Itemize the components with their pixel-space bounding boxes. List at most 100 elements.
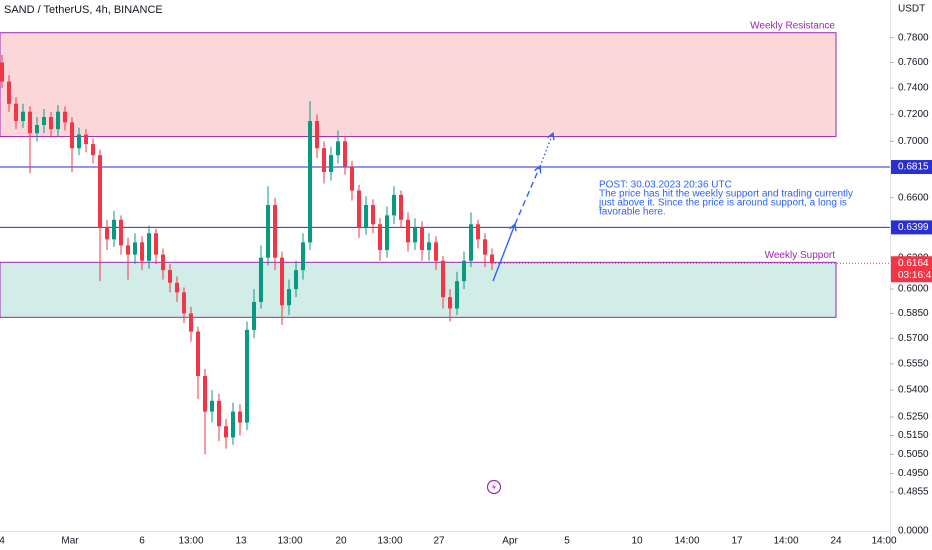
x-tick-label: Mar	[61, 536, 79, 547]
candle-body	[322, 148, 326, 172]
x-tick-label: 27	[433, 536, 445, 547]
candle-body	[161, 254, 165, 271]
candle-body	[294, 270, 298, 290]
zone	[0, 32, 837, 138]
candle-body	[98, 155, 102, 228]
x-tick-label: 14:00	[674, 536, 699, 547]
candle-body	[21, 111, 25, 122]
candle-body	[35, 125, 39, 134]
candle-body	[175, 282, 179, 293]
candle-body	[217, 400, 221, 427]
candle-body	[350, 166, 354, 191]
candle-body	[308, 121, 312, 243]
candle-body	[224, 426, 228, 438]
candle-body	[462, 260, 466, 282]
level-label: 0.6815	[898, 162, 929, 173]
candle-body	[455, 281, 459, 309]
x-tick-label: 6	[139, 536, 145, 547]
x-tick-label: Apr	[502, 536, 518, 547]
y-tick-label: 0.5250	[898, 412, 929, 423]
candle-body	[266, 205, 270, 258]
projection-segment	[514, 166, 541, 225]
y-bottom-label: 0.0000	[898, 526, 929, 537]
y-tick-label: 0.7400	[898, 83, 929, 94]
candle-body	[441, 260, 445, 298]
candle-body	[329, 155, 333, 172]
candle-body	[126, 245, 130, 255]
zone-label: Weekly Resistance	[750, 20, 835, 31]
alert-icon[interactable]	[486, 479, 502, 495]
x-tick-label: 13	[235, 536, 247, 547]
candle-body	[168, 270, 172, 283]
candle-body	[189, 313, 193, 332]
candle-body	[14, 103, 18, 122]
candle-body	[252, 301, 256, 330]
chart-title: SAND / TetherUS, 4h, BINANCE	[4, 4, 163, 16]
y-tick-label: 0.7600	[898, 57, 929, 68]
current-price-label: 0.6164	[898, 258, 929, 269]
candle-body	[406, 219, 410, 243]
candle-body	[371, 205, 375, 225]
candle-body	[91, 144, 95, 156]
y-tick-label: 0.5050	[898, 449, 929, 460]
candle-body	[112, 219, 116, 240]
candle-body	[70, 122, 74, 149]
candle-body	[133, 242, 137, 255]
annotation-line: favorable here.	[599, 207, 666, 218]
candle-body	[147, 233, 151, 261]
candle-body	[210, 400, 214, 412]
y-tick-label: 0.6000	[898, 284, 929, 295]
candle-body	[238, 411, 242, 423]
candle-body	[343, 141, 347, 167]
candle-body	[315, 121, 319, 149]
candle-body	[231, 411, 235, 438]
candle-body	[77, 134, 81, 149]
level-label-box	[891, 220, 932, 235]
candle-body	[273, 205, 277, 258]
y-tick-label: 0.4950	[898, 468, 929, 479]
countdown-label: 03:16:45	[898, 270, 932, 281]
y-tick-label: 0.7000	[898, 136, 929, 147]
x-tick-label: 24	[830, 536, 842, 547]
candle-body	[434, 242, 438, 261]
candle-body	[490, 254, 494, 264]
candle-body	[7, 81, 11, 104]
y-tick-label: 0.5400	[898, 385, 929, 396]
candle-body	[84, 134, 88, 145]
candle-body	[105, 227, 109, 240]
candle-body	[469, 224, 473, 261]
projection-arrowhead	[547, 131, 555, 141]
candle-body	[399, 194, 403, 220]
projection-arrowhead	[509, 222, 517, 232]
x-tick-label: 20	[335, 536, 347, 547]
candle-body	[28, 111, 32, 134]
zone-label: Weekly Support	[765, 250, 836, 261]
y-tick-label: 0.5150	[898, 430, 929, 441]
x-tick-label: 14:00	[871, 536, 896, 547]
annotation-line: The price has hit the weekly support and…	[599, 189, 853, 200]
candle-body	[336, 141, 340, 156]
candle-body	[42, 117, 46, 126]
candle-body	[140, 242, 144, 261]
x-tick-label: 13:00	[277, 536, 302, 547]
candle-body	[154, 233, 158, 255]
candle-body	[385, 215, 389, 250]
y-tick-label: 0.6600	[898, 192, 929, 203]
current-price-box	[891, 256, 932, 283]
candle-body	[287, 289, 291, 306]
candle-body	[259, 257, 263, 302]
candle-body	[49, 117, 53, 130]
candle-body	[301, 242, 305, 271]
candle-body	[483, 239, 487, 255]
candle-body	[378, 224, 382, 250]
x-tick-label: 5	[564, 536, 570, 547]
candle-body	[196, 331, 200, 377]
x-tick-label: 4	[0, 536, 5, 547]
x-tick-label: 17	[731, 536, 743, 547]
candle-body	[448, 297, 452, 309]
candle-body	[119, 219, 123, 246]
y-unit: USDT	[898, 4, 925, 15]
y-tick-label: 0.7200	[898, 109, 929, 120]
y-tick-label: 0.7800	[898, 32, 929, 43]
